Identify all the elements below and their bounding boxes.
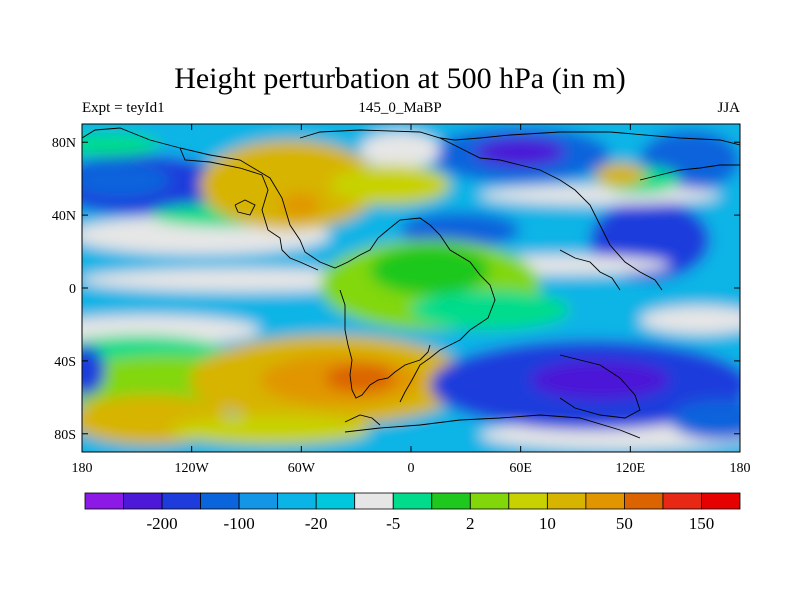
x-tick-label: 180 [730,461,751,476]
colorbar-swatch [238,492,279,510]
y-tick-label: 80N [52,136,76,151]
colorbar-swatch [161,492,201,510]
experiment-label: Expt = teyId1 [82,100,165,116]
y-tick-label: 80S [54,428,76,443]
colorbar-swatch [315,492,356,510]
colorbar-swatch [624,492,664,510]
colorbar-label: 150 [689,514,715,533]
x-tick-label: 120W [175,461,210,476]
x-tick-label: 0 [408,461,415,476]
colorbar-label: -5 [386,514,400,533]
x-axis: 180 120W 60W 0 60E 120E 180 [72,124,751,476]
y-tick-label: 40S [54,355,76,370]
x-tick-label: 120E [616,461,646,476]
colorbar-swatch [508,492,548,510]
y-tick-label: 0 [69,282,76,297]
colorbar-swatch [277,492,317,510]
map-title: Height perturbation at 500 hPa (in m) [174,62,626,95]
colorbar-label: 2 [466,514,475,533]
y-axis: 80N 40N 0 40S 80S [52,136,740,443]
colorbar-label: 50 [616,514,633,533]
colorbar-swatch [200,492,240,510]
x-tick-label: 60E [509,461,532,476]
coastline [82,127,740,439]
colorbar-swatch [392,492,433,510]
colorbar-label: -100 [224,514,255,533]
colorbar-swatch [701,492,741,510]
colorbar-swatch [354,492,394,510]
colorbar-label: 10 [539,514,556,533]
x-tick-label: 60W [288,461,316,476]
period-label: 145_0_MaBP [358,100,442,116]
colorbar-swatch [546,492,587,510]
colorbar-label: -20 [305,514,328,533]
season-label: JJA [717,100,740,116]
colorbar: -200 -100 -20 -5 2 10 50 150 [84,492,741,533]
colorbar-swatch [84,492,124,510]
y-tick-label: 40N [52,209,76,224]
colorbar-label: -200 [146,514,177,533]
colorbar-swatch [123,492,163,510]
colorbar-swatch [469,492,510,510]
colorbar-swatch [662,492,702,510]
colorbar-swatch [585,492,625,510]
colorbar-swatch [431,492,471,510]
x-tick-label: 180 [72,461,93,476]
height-field [82,124,740,452]
